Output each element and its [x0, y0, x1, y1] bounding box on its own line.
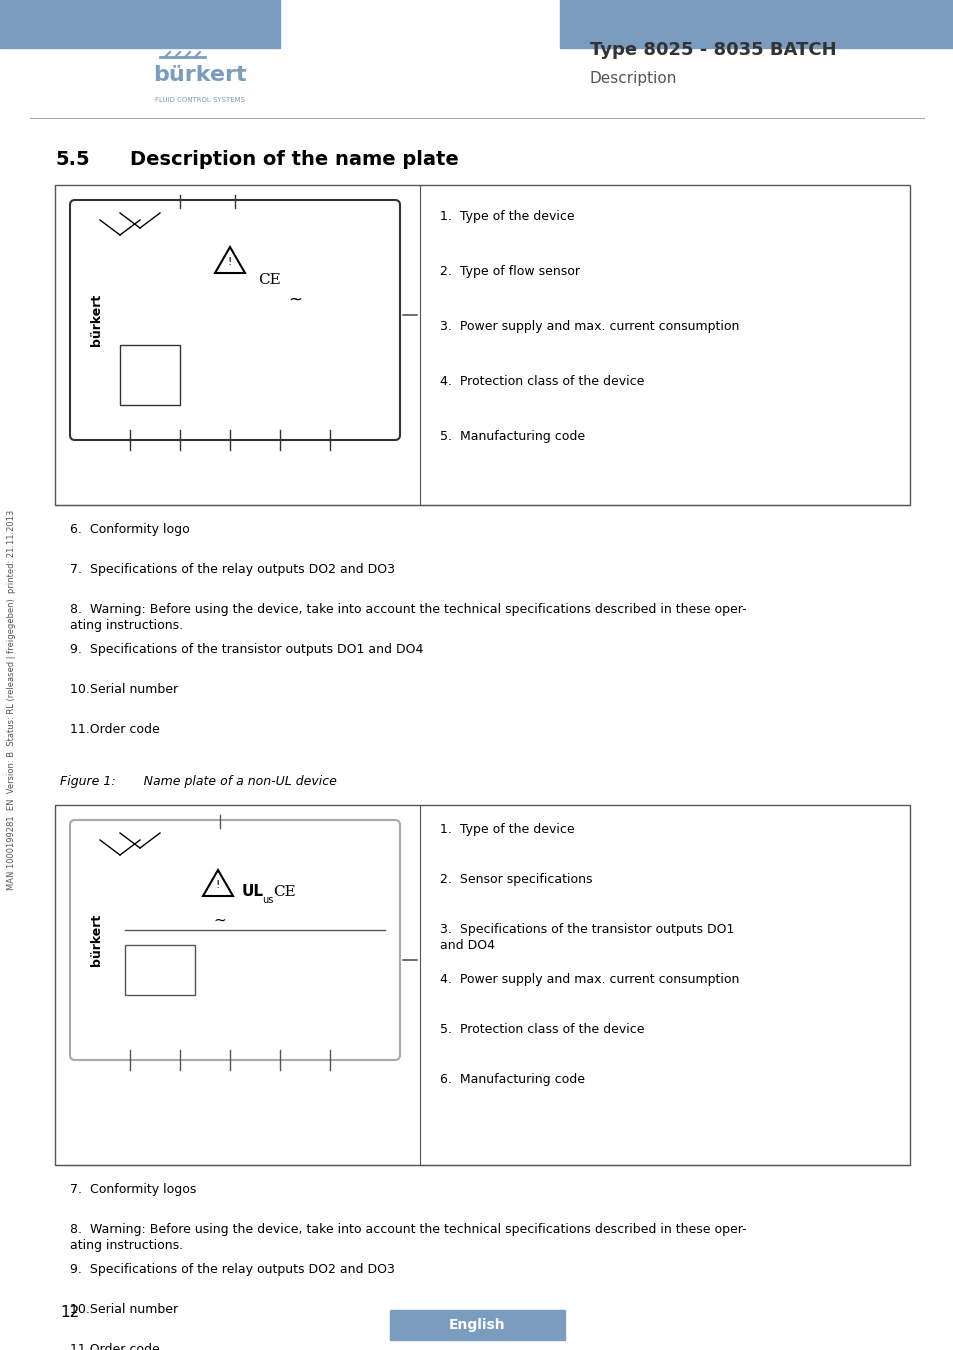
Polygon shape: [203, 869, 233, 896]
Text: 2.  Type of flow sensor: 2. Type of flow sensor: [439, 265, 579, 278]
Text: Type 8025 - 8035 BATCH: Type 8025 - 8035 BATCH: [589, 40, 836, 59]
Text: 7.  Specifications of the relay outputs DO2 and DO3: 7. Specifications of the relay outputs D…: [70, 563, 395, 576]
Text: CE: CE: [274, 886, 296, 899]
FancyBboxPatch shape: [70, 819, 399, 1060]
Text: 7.  Conformity logos: 7. Conformity logos: [70, 1183, 196, 1196]
Text: 5.  Protection class of the device: 5. Protection class of the device: [439, 1023, 644, 1035]
Text: 5.5: 5.5: [55, 150, 90, 169]
Text: bürkert: bürkert: [91, 914, 103, 967]
Text: and DO4: and DO4: [439, 940, 495, 952]
Text: Description: Description: [589, 70, 677, 85]
Text: bürkert: bürkert: [91, 294, 103, 346]
Bar: [390, 1310, 564, 1341]
Text: English: English: [449, 1318, 505, 1332]
Text: 2.  Sensor specifications: 2. Sensor specifications: [439, 873, 592, 886]
Text: 6.  Manufacturing code: 6. Manufacturing code: [439, 1073, 584, 1085]
Text: Description of the name plate: Description of the name plate: [130, 150, 458, 169]
Bar: [120, 346, 180, 405]
Text: 11.Order code: 11.Order code: [70, 1343, 159, 1350]
Text: 1.  Type of the device: 1. Type of the device: [439, 211, 574, 223]
Bar: [559, 0, 953, 49]
Text: ~: ~: [288, 292, 302, 309]
Text: 8.  Warning: Before using the device, take into account the technical specificat: 8. Warning: Before using the device, tak…: [70, 1223, 746, 1237]
FancyBboxPatch shape: [70, 200, 399, 440]
Text: 10.Serial number: 10.Serial number: [70, 683, 178, 697]
Text: bürkert: bürkert: [153, 65, 247, 85]
Text: 12: 12: [60, 1305, 79, 1320]
Text: Figure 1:       Name plate of a non-UL device: Figure 1: Name plate of a non-UL device: [60, 775, 336, 788]
Text: 10.Serial number: 10.Serial number: [70, 1303, 178, 1316]
Text: FLUID CONTROL SYSTEMS: FLUID CONTROL SYSTEMS: [154, 97, 245, 103]
Text: 8.  Warning: Before using the device, take into account the technical specificat: 8. Warning: Before using the device, tak…: [70, 603, 746, 616]
Text: 4.  Power supply and max. current consumption: 4. Power supply and max. current consump…: [439, 973, 739, 985]
Text: 4.  Protection class of the device: 4. Protection class of the device: [439, 375, 643, 387]
Text: !: !: [228, 256, 232, 267]
Text: 9.  Specifications of the transistor outputs DO1 and DO4: 9. Specifications of the transistor outp…: [70, 643, 423, 656]
Text: us: us: [262, 895, 274, 905]
Polygon shape: [214, 247, 245, 273]
Text: 6.  Conformity logo: 6. Conformity logo: [70, 522, 190, 536]
Text: UL: UL: [242, 884, 264, 899]
Bar: [55, 805, 909, 1165]
Text: ating instructions.: ating instructions.: [70, 620, 183, 632]
Text: CE: CE: [258, 273, 281, 288]
Text: 11.Order code: 11.Order code: [70, 724, 159, 736]
Bar: [125, 945, 194, 995]
Text: 9.  Specifications of the relay outputs DO2 and DO3: 9. Specifications of the relay outputs D…: [70, 1264, 395, 1276]
Text: !: !: [215, 880, 220, 890]
Text: 3.  Power supply and max. current consumption: 3. Power supply and max. current consump…: [439, 320, 739, 333]
Text: ~: ~: [213, 913, 226, 927]
Text: 3.  Specifications of the transistor outputs DO1: 3. Specifications of the transistor outp…: [439, 923, 734, 936]
Bar: [55, 185, 909, 505]
Text: ating instructions.: ating instructions.: [70, 1239, 183, 1251]
Text: MAN 1000199281  EN  Version: B  Status: RL (released | freigegeben)  printed: 21: MAN 1000199281 EN Version: B Status: RL …: [8, 510, 16, 890]
Text: 5.  Manufacturing code: 5. Manufacturing code: [439, 431, 584, 443]
Text: 1.  Type of the device: 1. Type of the device: [439, 824, 574, 836]
Bar: [0, 0, 280, 49]
